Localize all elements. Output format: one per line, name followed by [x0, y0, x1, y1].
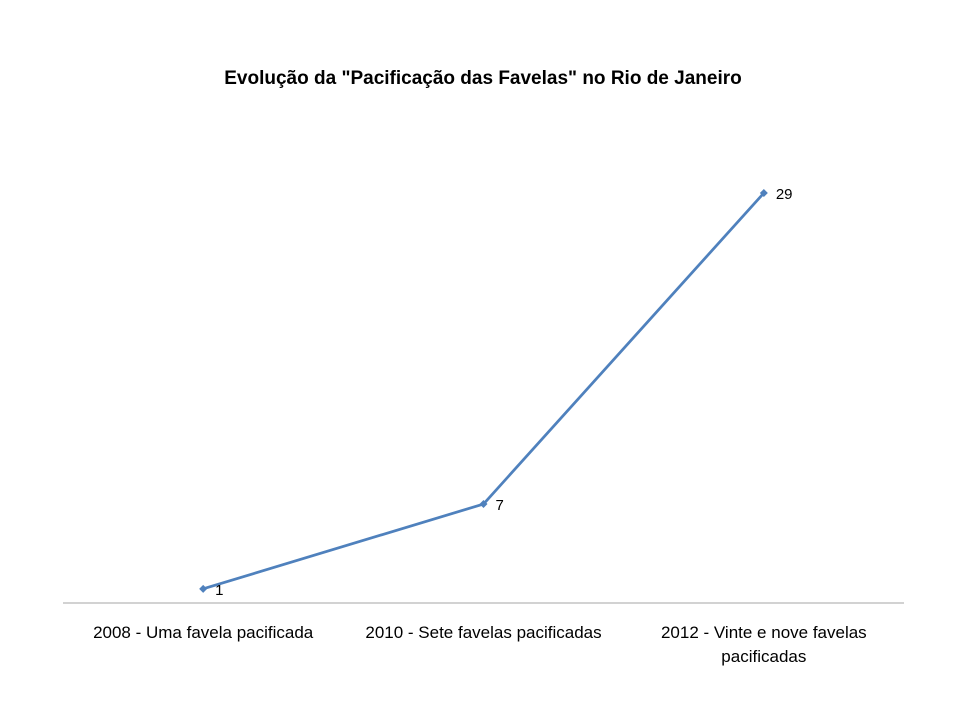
x-tick-label: 2008 - Uma favela pacificada — [93, 623, 314, 642]
data-label: 29 — [776, 186, 793, 203]
data-label: 1 — [215, 582, 223, 599]
chart-title: Evolução da "Pacificação das Favelas" no… — [224, 68, 742, 89]
label-layer: 1 7 29 2008 - Uma favela pacificada 2010 - S… — [93, 186, 867, 666]
data-point-marker — [479, 500, 488, 509]
x-tick-label: 2010 - Sete favelas pacificadas — [365, 623, 601, 642]
series-layer — [199, 189, 768, 593]
series-line — [202, 192, 765, 591]
x-tick-label-line: pacificadas — [721, 647, 806, 666]
x-tick-label-line: 2008 - Uma favela pacificada — [93, 623, 314, 642]
data-point-marker — [199, 584, 208, 593]
x-tick-label: 2012 - Vinte e nove favelas pacificadas — [661, 623, 867, 666]
data-point-marker — [759, 189, 768, 197]
x-tick-label-line: 2010 - Sete favelas pacificadas — [365, 623, 601, 642]
data-label: 7 — [496, 497, 504, 514]
x-tick-label-line: 2012 - Vinte e nove favelas — [661, 623, 867, 642]
